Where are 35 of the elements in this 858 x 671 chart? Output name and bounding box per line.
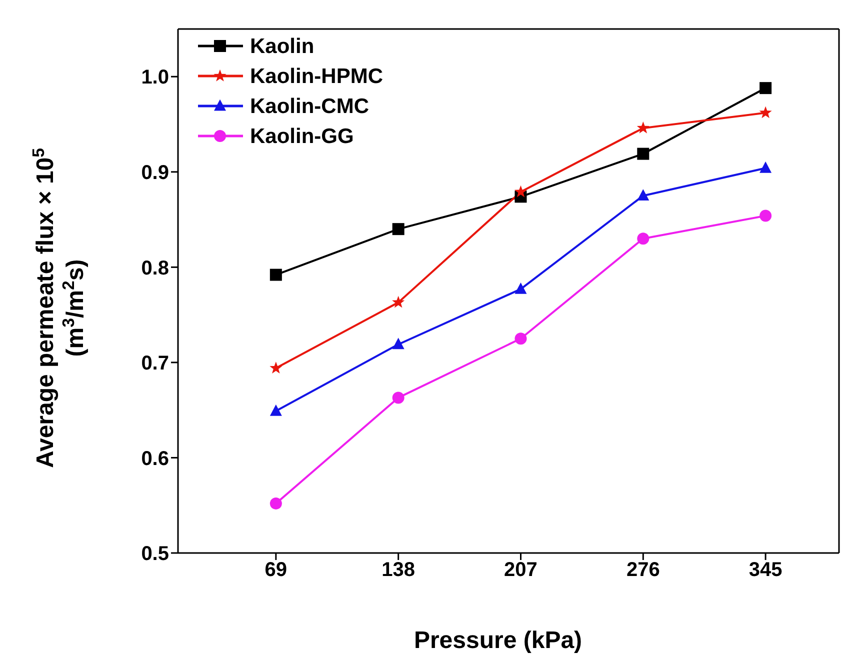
y-tick-label: 0.7 [141,352,169,375]
point [270,404,282,416]
point [637,232,650,245]
x-tick-label: 345 [748,559,782,582]
point [759,106,772,118]
x-tick-label: 207 [504,559,538,582]
y-tick-label: 0.9 [141,162,169,184]
y-tick-label: 1.0 [141,66,169,89]
x-tick-label: 138 [382,559,416,582]
point [760,82,772,94]
legend-label: Kaolin [250,35,314,58]
legend-label: Kaolin-GG [250,125,354,148]
point [270,362,282,374]
point [760,162,772,173]
point [270,268,282,281]
x-axis-title: Pressure (kPa) [414,627,582,654]
point [392,338,404,350]
x-tick-label: 276 [626,559,660,582]
point [270,497,282,510]
point [392,223,404,236]
y-tick-label: 0.8 [141,257,169,280]
legend-label: Kaolin-CMC [250,95,369,118]
y-tick-label: 0.6 [141,448,169,470]
point [637,148,650,160]
point [514,185,528,198]
point [636,121,650,134]
y-tick-label: 0.5 [141,543,169,566]
point [637,189,650,201]
point [760,210,772,222]
point [392,392,404,404]
legend-label: Kaolin-HPMC [250,65,383,88]
point [392,296,405,308]
x-tick-label: 69 [264,559,288,582]
point [514,332,527,345]
point [514,282,527,294]
